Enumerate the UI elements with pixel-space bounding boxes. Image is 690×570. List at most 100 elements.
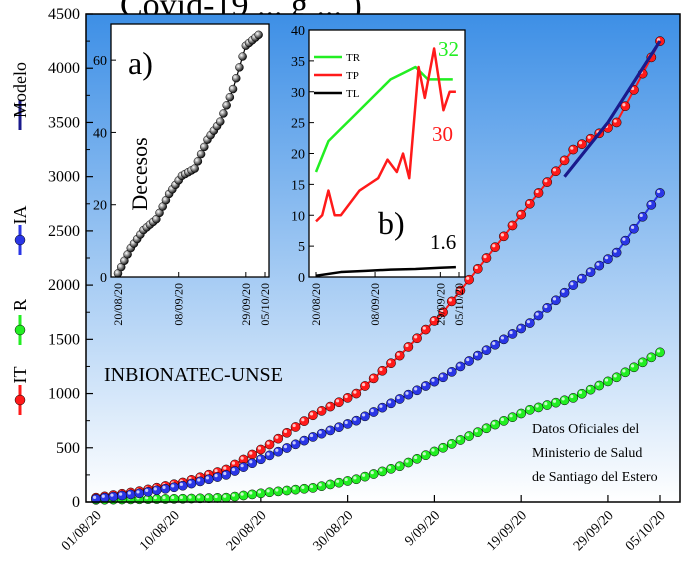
marker-IA [620,235,631,246]
marker-highlight [604,378,609,382]
x-tick-label-7: 05/10/20 [623,508,669,554]
y-tick-label-1500: 1500 [48,331,80,348]
marker-R [446,439,457,449]
marker-IA [585,267,596,277]
inset-a-y-label-60: 60 [93,54,107,69]
marker-highlight [596,382,600,386]
marker-highlight [162,495,166,500]
marker-highlight [422,326,426,330]
marker-highlight [101,494,105,498]
marker-highlight [587,135,591,139]
marker-highlight [570,394,574,399]
marker-IA [125,489,136,500]
marker-R [342,476,353,486]
inset-b-y-label-25: 25 [291,117,305,132]
marker-highlight [396,395,400,400]
watermark: INBIONATEC-UNSE [104,364,283,386]
marker-highlight [431,448,435,452]
marker-R [377,466,388,477]
marker-IA [455,361,466,372]
marker-IA [360,411,370,422]
marker-R [594,380,605,391]
marker-highlight [448,368,452,373]
inset-a-marker [225,92,235,102]
marker-R [585,384,596,395]
marker-IA [238,462,249,472]
inset-b-panel-label: b) [378,205,405,241]
inset-b-y-label-10: 10 [291,209,305,224]
inset-b-line-TR [314,65,453,173]
marker-R [464,431,474,441]
marker-highlight [145,488,149,493]
marker-R [655,347,665,358]
marker-highlight [344,420,348,425]
x-tick-label-0: 01/08/20 [59,508,105,554]
marker-R [611,372,622,383]
marker-IT [551,166,561,177]
marker-highlight [561,157,565,161]
marker-highlight [388,360,392,364]
marker-highlight [509,414,513,418]
marker-R [212,493,223,503]
marker-highlight [518,410,522,414]
marker-R [429,446,440,457]
marker-IA [160,483,171,494]
marker-highlight [136,490,140,494]
marker-highlight [309,484,314,489]
inset-b-y-label-5: 5 [298,240,305,255]
marker-highlight [622,237,626,241]
marker-IT [247,449,258,460]
marker-highlight [197,495,201,499]
marker-IT [351,388,362,399]
marker-R [264,487,275,498]
marker-R [472,427,483,438]
marker-highlight [492,341,496,345]
marker-IT [472,263,483,274]
marker-R [516,408,527,419]
x-tick-label-1: 10/08/20 [137,508,183,554]
marker-highlight [396,463,400,467]
legend-label-IA: IA [10,206,30,225]
marker-IA [629,223,639,234]
marker-R [629,362,639,373]
marker-IT [256,444,266,455]
marker-highlight [223,466,227,470]
inset-a-marker [231,73,241,83]
marker-highlight [335,399,340,403]
inset-a-y-label-0: 0 [100,271,107,286]
y-tick-label-2500: 2500 [48,223,80,240]
marker-IT [316,406,327,416]
legend-marker-IT [14,394,26,406]
inset-a-marker [222,101,231,110]
marker-highlight [466,358,470,362]
marker-highlight [570,282,574,286]
marker-highlight [249,460,253,464]
marker-IA [325,425,336,436]
marker-highlight [361,382,366,387]
marker-IT [412,333,422,344]
marker-IT [464,274,474,285]
marker-highlight [500,336,505,340]
marker-IA [533,310,544,321]
legend-marker-R [14,324,26,336]
inset-a-marker [196,149,206,159]
marker-IT [308,410,318,421]
inset-b-line-TL [315,265,456,278]
marker-highlight [370,375,374,379]
series-line-Modelo-top [563,40,662,178]
marker-R [351,474,362,485]
marker-highlight [223,471,227,476]
marker-IT [342,393,353,403]
inset-b-y-label-35: 35 [291,55,305,70]
marker-IT [264,439,275,450]
marker-highlight [440,309,444,313]
marker-IA [542,303,553,313]
marker-IT [516,209,527,220]
marker-R [316,481,327,492]
marker-IT [498,231,509,242]
inset-a-x-label-1: 08/09/20 [172,283,186,326]
y-tick-label-3000: 3000 [48,169,80,186]
marker-highlight [526,406,531,411]
marker-IT [577,139,587,149]
marker-highlight [292,423,296,428]
